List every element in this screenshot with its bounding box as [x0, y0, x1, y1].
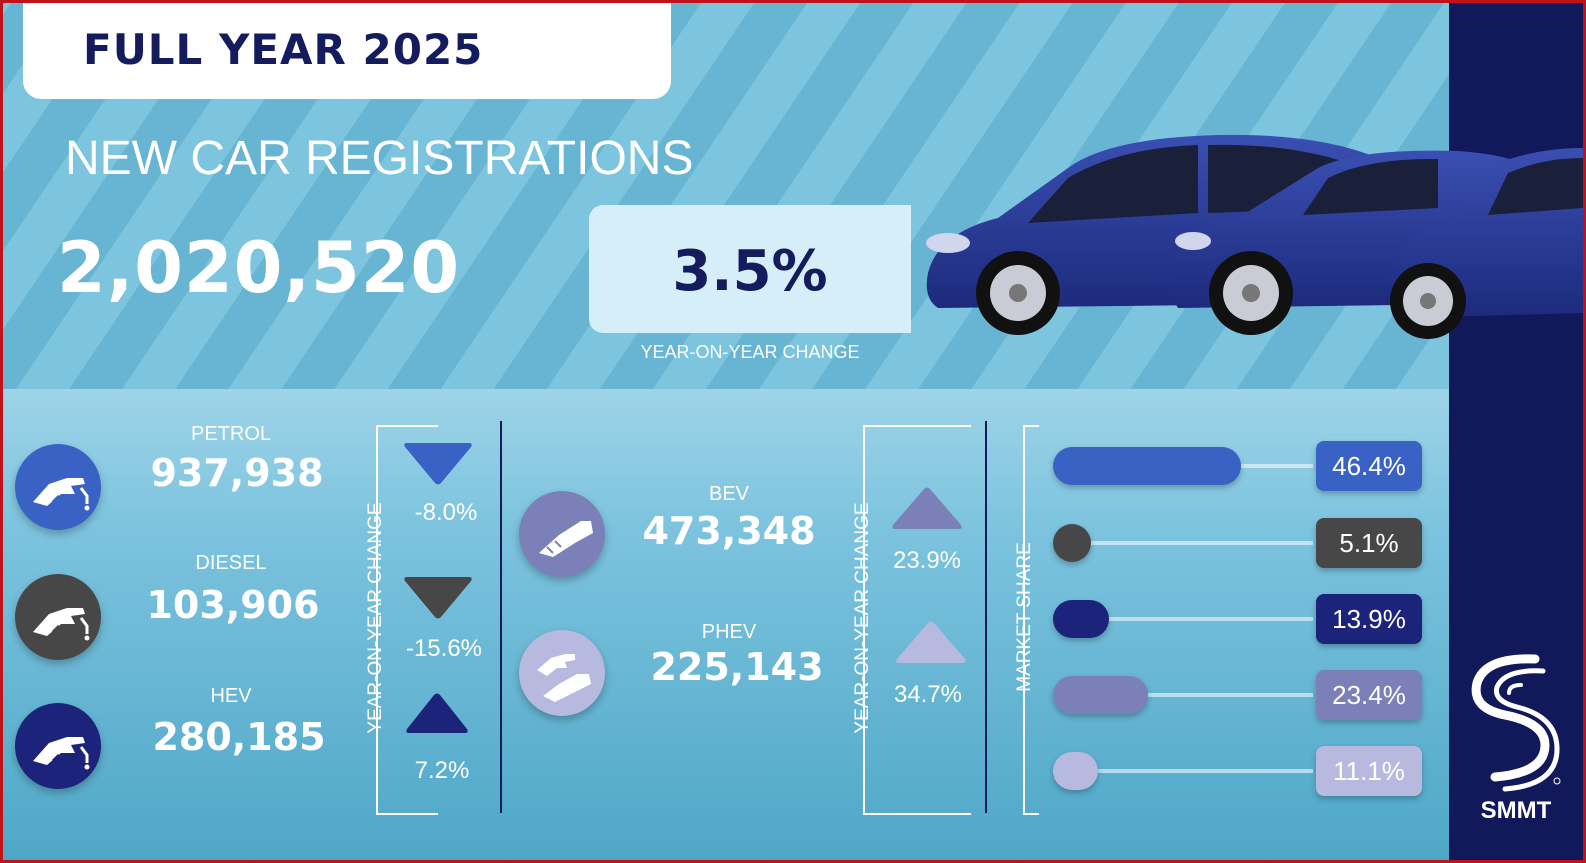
diesel-value: 103,906 [146, 583, 320, 627]
hev-value: 280,185 [152, 715, 326, 759]
divider-left [500, 421, 502, 813]
yoy-change-box: 3.5% [589, 205, 911, 333]
left-yoy-bracket [376, 425, 438, 815]
market-share-label: MARKET SHARE [1014, 542, 1035, 692]
diesel-label: DIESEL [195, 552, 267, 574]
market-share-value-diesel: 5.1% [1316, 518, 1422, 568]
diesel-icon-circle [15, 574, 101, 660]
phev-label: PHEV [701, 621, 757, 643]
fuel-pump-nozzle-icon [33, 608, 90, 641]
petrol-down-arrow-icon [404, 443, 472, 485]
diesel-down-arrow-icon [404, 577, 472, 619]
right-yoy-bracket [863, 425, 971, 815]
yoy-change-label: YEAR-ON-YEAR CHANGE [640, 342, 860, 362]
market-share-bar-diesel [1053, 524, 1091, 562]
phev-value: 225,143 [650, 645, 824, 689]
market-share-value-petrol: 46.4% [1316, 441, 1422, 491]
fuel-pump-nozzle-icon [33, 478, 90, 511]
market-share-value-hev: 13.9% [1316, 594, 1422, 644]
hev-label: HEV [210, 685, 252, 707]
market-share-track [1053, 769, 1313, 773]
petrol-icon-circle [15, 444, 101, 530]
car-rear-icon [1390, 148, 1583, 339]
plug-and-nozzle-icon [537, 654, 591, 702]
market-share-bar-hev [1053, 600, 1109, 638]
market-share-bar-bev [1053, 676, 1148, 714]
market-share-track [1053, 617, 1313, 621]
hev-change: 7.2% [414, 757, 470, 784]
bev-value: 473,348 [642, 509, 816, 553]
market-share-bracket [1023, 425, 1039, 815]
market-share-bar-phev [1053, 752, 1098, 790]
market-share-bar-petrol [1053, 447, 1241, 485]
phev-up-arrow-icon [896, 621, 966, 663]
bev-change: 23.9% [892, 547, 962, 574]
fuel-pump-nozzle-icon [33, 737, 90, 770]
divider-right [985, 421, 987, 813]
petrol-label: PETROL [190, 423, 272, 445]
page-subtitle: NEW CAR REGISTRATIONS [65, 132, 694, 185]
market-share-track [1053, 541, 1313, 545]
yoy-change-value: 3.5% [672, 239, 828, 304]
bev-icon-circle [519, 491, 605, 577]
diesel-change: -15.6% [405, 635, 483, 662]
market-share-value-phev: 11.1% [1316, 746, 1422, 796]
smmt-wordmark: SMMT [1480, 797, 1552, 824]
phev-change: 34.7% [893, 681, 963, 708]
hev-icon-circle [15, 703, 101, 789]
market-share-track [1053, 693, 1313, 697]
phev-icon-circle [519, 630, 605, 716]
right-yoy-label: YEAR-ON-YEAR CHANGE [852, 502, 873, 734]
bev-up-arrow-icon [892, 487, 962, 529]
cars-illustration [926, 134, 1583, 339]
petrol-change: -8.0% [414, 499, 478, 526]
left-yoy-label: YEAR-ON-YEAR CHANGE [365, 502, 386, 734]
bev-label: BEV [708, 483, 750, 505]
hev-up-arrow-icon [406, 693, 468, 733]
title-box: FULL YEAR 2025 [23, 3, 671, 99]
page-title: FULL YEAR 2025 [83, 25, 484, 74]
ev-charging-plug-icon [539, 521, 593, 557]
smmt-logo-icon [1471, 654, 1561, 792]
market-share-value-bev: 23.4% [1316, 670, 1422, 720]
total-registrations: 2,020,520 [57, 227, 461, 309]
petrol-value: 937,938 [150, 451, 324, 495]
